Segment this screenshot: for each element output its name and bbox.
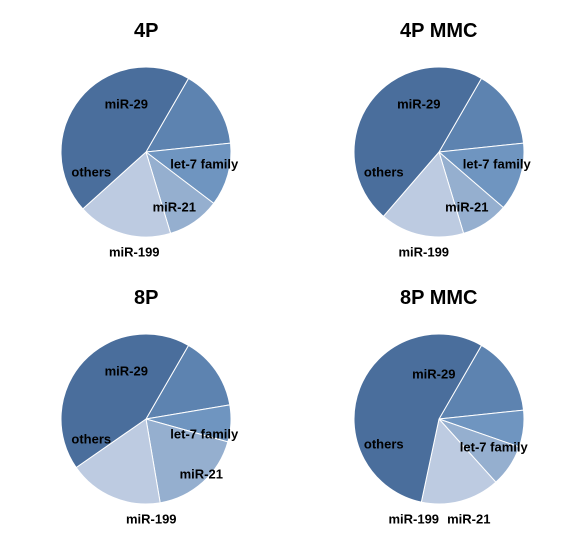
pie-chart (41, 47, 251, 257)
pie-chart (334, 47, 544, 257)
chart-grid: 4P let-7 familymiR-21miR-199othersmiR-29… (20, 20, 565, 524)
chart-title: 4P MMC (400, 20, 477, 43)
chart-4p: 4P let-7 familymiR-21miR-199othersmiR-29 (20, 20, 273, 257)
chart-8p-mmc: 8P MMC let-7 familymiR-21miR-199othersmi… (313, 287, 566, 524)
pie-chart (41, 314, 251, 524)
pie-wrap-2: let-7 familymiR-21miR-199othersmiR-29 (41, 314, 251, 524)
chart-title: 8P (134, 287, 158, 310)
pie-wrap-0: let-7 familymiR-21miR-199othersmiR-29 (41, 47, 251, 257)
chart-title: 8P MMC (400, 287, 477, 310)
pie-wrap-1: let-7 familymiR-21miR-199othersmiR-29 (334, 47, 544, 257)
pie-wrap-3: let-7 familymiR-21miR-199othersmiR-29 (334, 314, 544, 524)
pie-chart (334, 314, 544, 524)
chart-title: 4P (134, 20, 158, 43)
chart-4p-mmc: 4P MMC let-7 familymiR-21miR-199othersmi… (313, 20, 566, 257)
chart-8p: 8P let-7 familymiR-21miR-199othersmiR-29 (20, 287, 273, 524)
